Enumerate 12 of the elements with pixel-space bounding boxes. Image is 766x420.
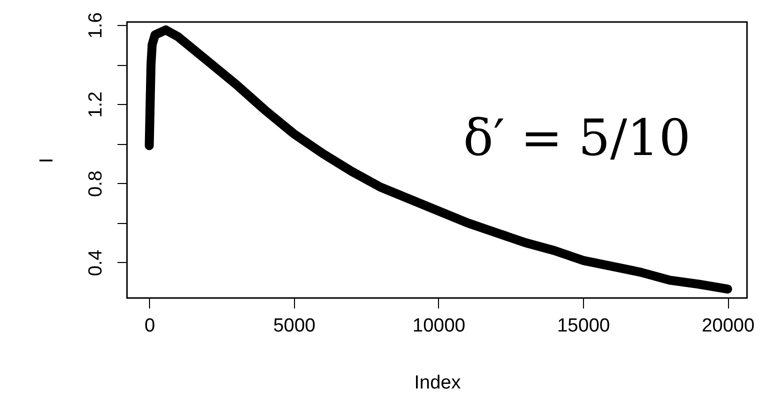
x-tick-label: 5000 bbox=[273, 316, 316, 336]
y-tick-label: 1.6 bbox=[86, 12, 106, 39]
x-tick-label: 20000 bbox=[702, 316, 755, 336]
x-tick-label: 10000 bbox=[412, 316, 466, 336]
y-tick-label: 1.2 bbox=[86, 91, 106, 118]
y-tick-label: 0.4 bbox=[86, 249, 106, 276]
y-axis-title: I bbox=[36, 158, 58, 164]
x-tick-label: 15000 bbox=[557, 316, 610, 336]
x-axis-title: Index bbox=[414, 372, 462, 394]
annotation: δ′ = 5/10 bbox=[463, 109, 691, 167]
x-tick-label: 0 bbox=[144, 316, 156, 336]
y-tick-label: 0.8 bbox=[86, 170, 106, 197]
